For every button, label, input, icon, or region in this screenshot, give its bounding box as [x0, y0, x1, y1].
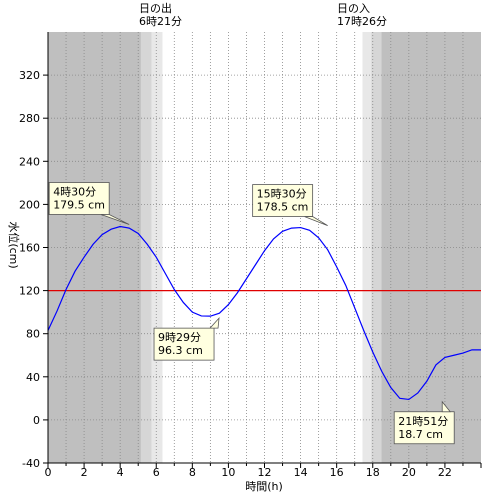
y-tick-label: 40	[26, 371, 40, 384]
sunrise-time: 6時21分	[139, 15, 182, 28]
y-tick-label: 320	[19, 69, 40, 82]
x-tick-label: 4	[117, 466, 124, 479]
x-tick-label: 6	[153, 466, 160, 479]
y-tick-label: 160	[19, 242, 40, 255]
annotation-box	[393, 411, 455, 445]
twilight-band-morning-dark	[140, 32, 152, 463]
annotation-time: 15時30分	[257, 188, 307, 201]
annotation-value: 179.5 cm	[53, 198, 105, 211]
annotation-pointer	[101, 214, 130, 225]
y-tick-label: 120	[19, 285, 40, 298]
x-tick-label: 12	[258, 466, 272, 479]
y-tick-label: 280	[19, 112, 40, 125]
annotation-time: 4時30分	[53, 185, 96, 198]
annotation-box	[48, 182, 110, 215]
y-tick-label: 80	[26, 328, 40, 341]
x-tick-label: 18	[366, 466, 380, 479]
twilight-band-morning-light	[151, 32, 163, 463]
annotation-value: 178.5 cm	[257, 201, 309, 214]
x-tick-label: 10	[221, 466, 235, 479]
x-tick-label: 22	[438, 466, 452, 479]
x-tick-label: 0	[45, 466, 52, 479]
annotation-box	[252, 184, 314, 217]
annotation-pointer	[441, 400, 452, 413]
x-tick-label: 20	[402, 466, 416, 479]
y-tick-label: 200	[19, 198, 40, 211]
night-band-evening	[381, 32, 481, 463]
annotation-value: 96.3 cm	[158, 344, 203, 357]
annotation-time: 21時51分	[398, 415, 448, 428]
x-tick-label: 2	[81, 466, 88, 479]
twilight-band-evening-dark	[371, 32, 382, 463]
y-tick-label: -40	[22, 457, 40, 470]
annotation-pointer	[209, 316, 220, 329]
y-axis-label: 水位(cm)	[7, 221, 21, 268]
x-tick-label: 8	[189, 466, 196, 479]
x-tick-label: 14	[294, 466, 308, 479]
sunset-time: 17時26分	[337, 15, 387, 28]
annotation-time: 9時29分	[158, 331, 201, 344]
x-axis-label: 時間(h)	[245, 480, 283, 493]
x-tick-label: 16	[330, 466, 344, 479]
y-tick-label: 240	[19, 155, 40, 168]
annotation-box	[153, 327, 215, 361]
y-tick-label: 0	[33, 414, 40, 427]
annotation-pointer	[304, 216, 328, 226]
sunrise-title: 日の出	[139, 1, 172, 15]
sunset-title: 日の入	[337, 2, 370, 15]
tide-line	[47, 225, 481, 401]
annotation-value: 18.7 cm	[398, 428, 443, 441]
